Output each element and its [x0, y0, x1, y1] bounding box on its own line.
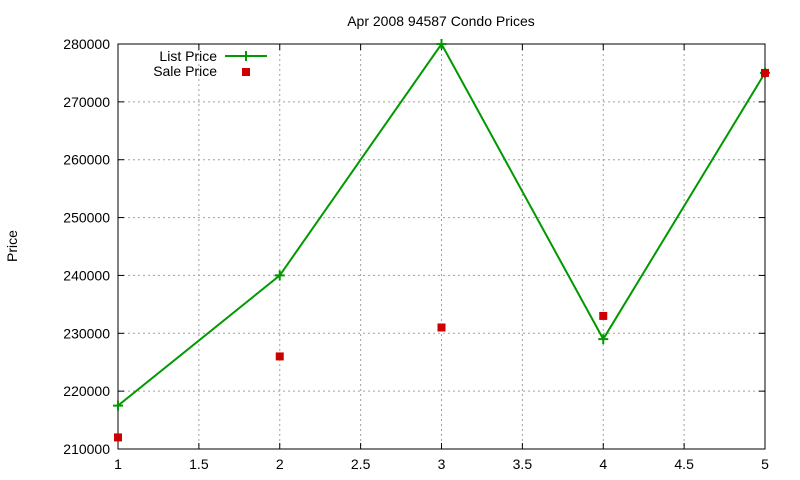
- data-point: [274, 270, 285, 281]
- y-axis-label: Price: [4, 230, 20, 262]
- y-tick-label: 260000: [63, 152, 110, 168]
- y-tick-labels: 210000 220000 230000 240000 250000 260000 2700…: [63, 36, 110, 457]
- data-point: [113, 400, 123, 411]
- grid: [118, 44, 765, 449]
- x-tick-labels: 1 1.5 2 2.5 3 3.5 4 4.5 5: [114, 456, 769, 472]
- data-point: [761, 68, 769, 77]
- legend-marker-list-price: [241, 51, 251, 61]
- x-tick-label: 1.5: [189, 456, 209, 472]
- x-tick-label: 4: [599, 456, 607, 472]
- chart-title: Apr 2008 94587 Condo Prices: [347, 13, 535, 29]
- legend-label-sale-price: Sale Price: [153, 63, 217, 79]
- data-point: [437, 323, 446, 332]
- data-point: [598, 334, 609, 345]
- x-tick-label: 1: [114, 456, 122, 472]
- legend: List Price Sale Price: [153, 48, 267, 79]
- data-point: [114, 433, 122, 442]
- series-1: [114, 68, 769, 442]
- y-tick-label: 220000: [63, 383, 110, 399]
- y-tick-label: 270000: [63, 94, 110, 110]
- y-tick-label: 250000: [63, 210, 110, 226]
- legend-marker-sale-price: [242, 68, 250, 76]
- data-point: [599, 311, 608, 320]
- legend-label-list-price: List Price: [159, 48, 217, 64]
- x-tick-label: 3.5: [513, 456, 533, 472]
- y-tick-label: 230000: [63, 325, 110, 341]
- y-tick-label: 280000: [63, 36, 110, 52]
- x-tick-label: 3: [438, 456, 446, 472]
- x-tick-label: 4.5: [674, 456, 694, 472]
- x-tick-label: 5: [761, 456, 769, 472]
- x-tick-label: 2.5: [351, 456, 371, 472]
- data-point: [436, 39, 447, 49]
- y-tick-label: 210000: [63, 441, 110, 457]
- series: [113, 39, 770, 442]
- y-tick-label: 240000: [63, 267, 110, 283]
- data-point: [275, 352, 284, 361]
- x-tick-label: 2: [276, 456, 284, 472]
